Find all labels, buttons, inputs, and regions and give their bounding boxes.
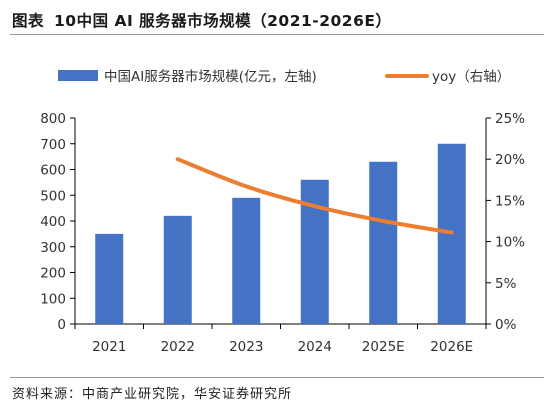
x-tick-label: 2021 [92, 339, 126, 355]
left-axis-ticks: 0 100 200 300 400 500 600 700 800 [40, 111, 75, 333]
bar-2024 [300, 179, 329, 324]
yoy-point-2022 [177, 158, 179, 160]
left-tick-label: 300 [40, 240, 66, 256]
right-axis-ticks: 0% 5% 10% 15% 20% 25% [486, 111, 525, 333]
right-tick-label: 15% [495, 193, 525, 209]
figure-title: 图表 10中国 AI 服务器市场规模（2021-2026E） [12, 8, 391, 32]
x-tick-label: 2022 [161, 339, 195, 355]
title-divider [10, 34, 544, 35]
yoy-point-2023 [245, 185, 247, 187]
left-tick-label: 400 [40, 214, 66, 230]
figure-label: 图表 [12, 12, 45, 30]
yoy-point-2025E [382, 220, 384, 222]
left-tick-label: 500 [40, 188, 66, 204]
right-tick-label: 25% [495, 111, 525, 127]
left-tick-label: 700 [40, 137, 66, 153]
left-tick-label: 200 [40, 266, 66, 282]
yoy-line-series [175, 157, 454, 235]
legend-bar-label: 中国AI服务器市场规模(亿元，左轴) [104, 68, 317, 85]
legend-line-label: yoy（右轴） [432, 69, 510, 85]
legend: 中国AI服务器市场规模(亿元，左轴) yoy（右轴） [58, 68, 510, 85]
bar-series [95, 143, 466, 324]
x-tick-label: 2023 [229, 339, 263, 355]
right-tick-label: 10% [495, 235, 525, 251]
legend-bar-swatch [58, 70, 98, 81]
bar-2023 [232, 197, 261, 324]
x-tick-label: 2024 [298, 339, 332, 355]
right-tick-label: 5% [495, 276, 517, 292]
axes [74, 118, 487, 325]
x-tick-label: 2026E [430, 339, 473, 355]
bar-2022 [163, 215, 192, 324]
x-axis-ticks: 2021 2022 2023 2024 2025E 2026E [74, 324, 487, 355]
bar-2025E [369, 161, 398, 324]
right-tick-label: 20% [495, 152, 525, 168]
figure-title-text: 10中国 AI 服务器市场规模（2021-2026E） [54, 12, 392, 30]
left-tick-label: 100 [40, 291, 66, 307]
source-note: 资料来源：中商产业研究院，华安证券研究所 [12, 387, 293, 402]
yoy-point-2026E [451, 232, 453, 234]
left-tick-label: 0 [57, 317, 66, 333]
left-tick-label: 800 [40, 111, 66, 127]
left-tick-label: 600 [40, 163, 66, 179]
right-tick-label: 0% [495, 317, 517, 333]
x-tick-label: 2025E [362, 339, 405, 355]
yoy-point-2024 [314, 205, 316, 207]
chart: 中国AI服务器市场规模(亿元，左轴) yoy（右轴） 0 100 200 300 400… [40, 68, 525, 355]
bar-2021 [95, 233, 124, 324]
source-divider [10, 377, 544, 378]
